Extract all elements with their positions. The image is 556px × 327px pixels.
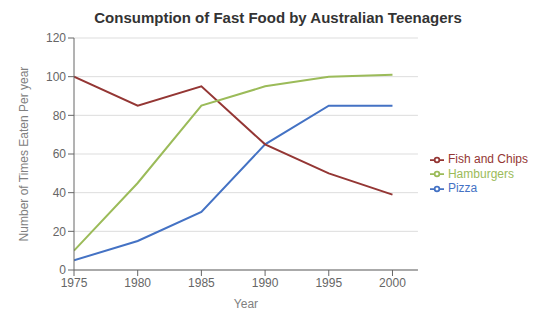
html-text:Fish and Chips: Fish and Chips (448, 151, 528, 166)
svg-text:1980: 1980 (124, 276, 151, 290)
svg-text:1995: 1995 (315, 276, 342, 290)
svg-text:20: 20 (53, 225, 67, 239)
html-text:Hamburgers: Hamburgers (448, 166, 514, 181)
svg-text:1985: 1985 (188, 276, 215, 290)
html-text:Consumption of Fast Food by Au: Consumption of Fast Food by Australian T… (94, 9, 462, 26)
svg-text:80: 80 (53, 109, 67, 123)
svg-text:Year: Year (234, 297, 258, 311)
svg-text:1990: 1990 (252, 276, 279, 290)
svg-text:2000: 2000 (379, 276, 406, 290)
svg-text:0: 0 (59, 263, 66, 277)
svg-text:40: 40 (53, 186, 67, 200)
svg-text:120: 120 (46, 31, 66, 45)
html-text:Pizza: Pizza (448, 181, 478, 196)
svg-text:Number of Times Eaten Per year: Number of Times Eaten Per year (17, 67, 31, 242)
svg-text:60: 60 (53, 147, 67, 161)
svg-text:1975: 1975 (61, 276, 88, 290)
svg-text:100: 100 (46, 70, 66, 84)
